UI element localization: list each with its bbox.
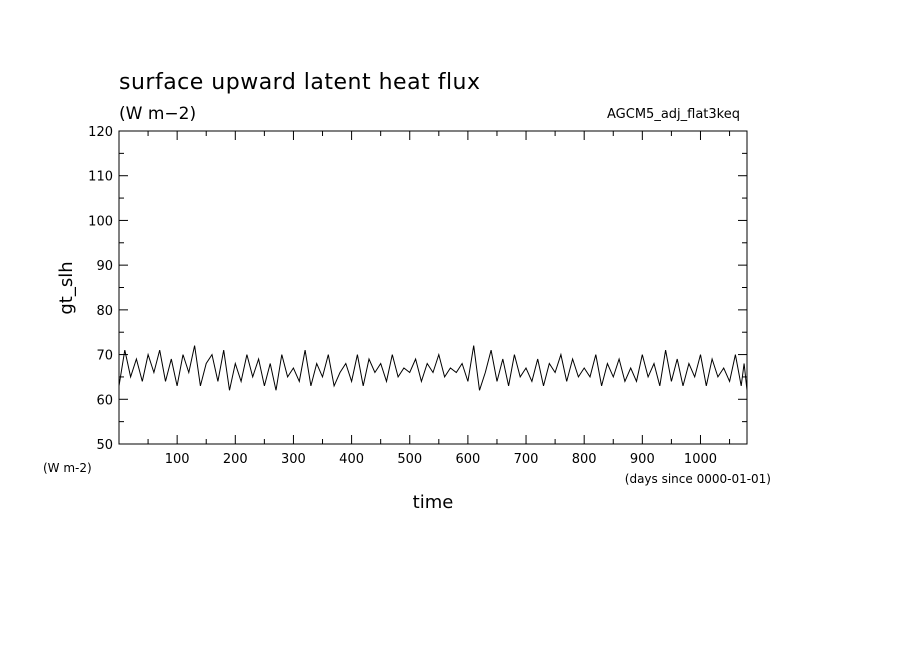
y-tick-label: 80 (96, 304, 113, 319)
x-tick-label: 100 (165, 452, 190, 467)
y-tick-label: 110 (88, 170, 113, 185)
x-axis-label: time (413, 492, 454, 513)
series-line-gt-slh (118, 345, 748, 391)
x-tick-label: 500 (397, 452, 422, 467)
x-tick-label: 800 (572, 452, 597, 467)
chart-title: surface upward latent heat flux (119, 70, 481, 95)
y-axis-ticks: 50 60 70 80 90 100 110 120 (88, 125, 747, 453)
x-tick-label: 700 (514, 452, 539, 467)
y-axis-unit-label: (W m-2) (43, 461, 92, 475)
y-tick-label: 70 (96, 349, 113, 364)
y-tick-label: 120 (88, 125, 113, 140)
run-label: AGCM5_adj_flat3keq (607, 107, 740, 122)
chart-subtitle-units: (W m−2) (119, 104, 196, 124)
y-tick-label: 100 (88, 214, 113, 229)
x-tick-label: 1000 (684, 452, 717, 467)
plot-frame (118, 130, 748, 445)
y-tick-label: 50 (96, 438, 113, 453)
x-tick-label: 600 (455, 452, 480, 467)
x-axis-unit-label: (days since 0000-01-01) (625, 472, 771, 486)
x-tick-label: 200 (223, 452, 248, 467)
x-tick-label: 900 (630, 452, 655, 467)
x-tick-label: 300 (281, 452, 306, 467)
x-axis-ticks: 100 200 300 400 500 600 700 800 900 1000 (147, 131, 731, 467)
y-axis-label: gt_slh (56, 261, 77, 314)
y-tick-label: 90 (96, 259, 113, 274)
x-tick-label: 400 (339, 452, 364, 467)
y-tick-label: 60 (96, 393, 113, 408)
